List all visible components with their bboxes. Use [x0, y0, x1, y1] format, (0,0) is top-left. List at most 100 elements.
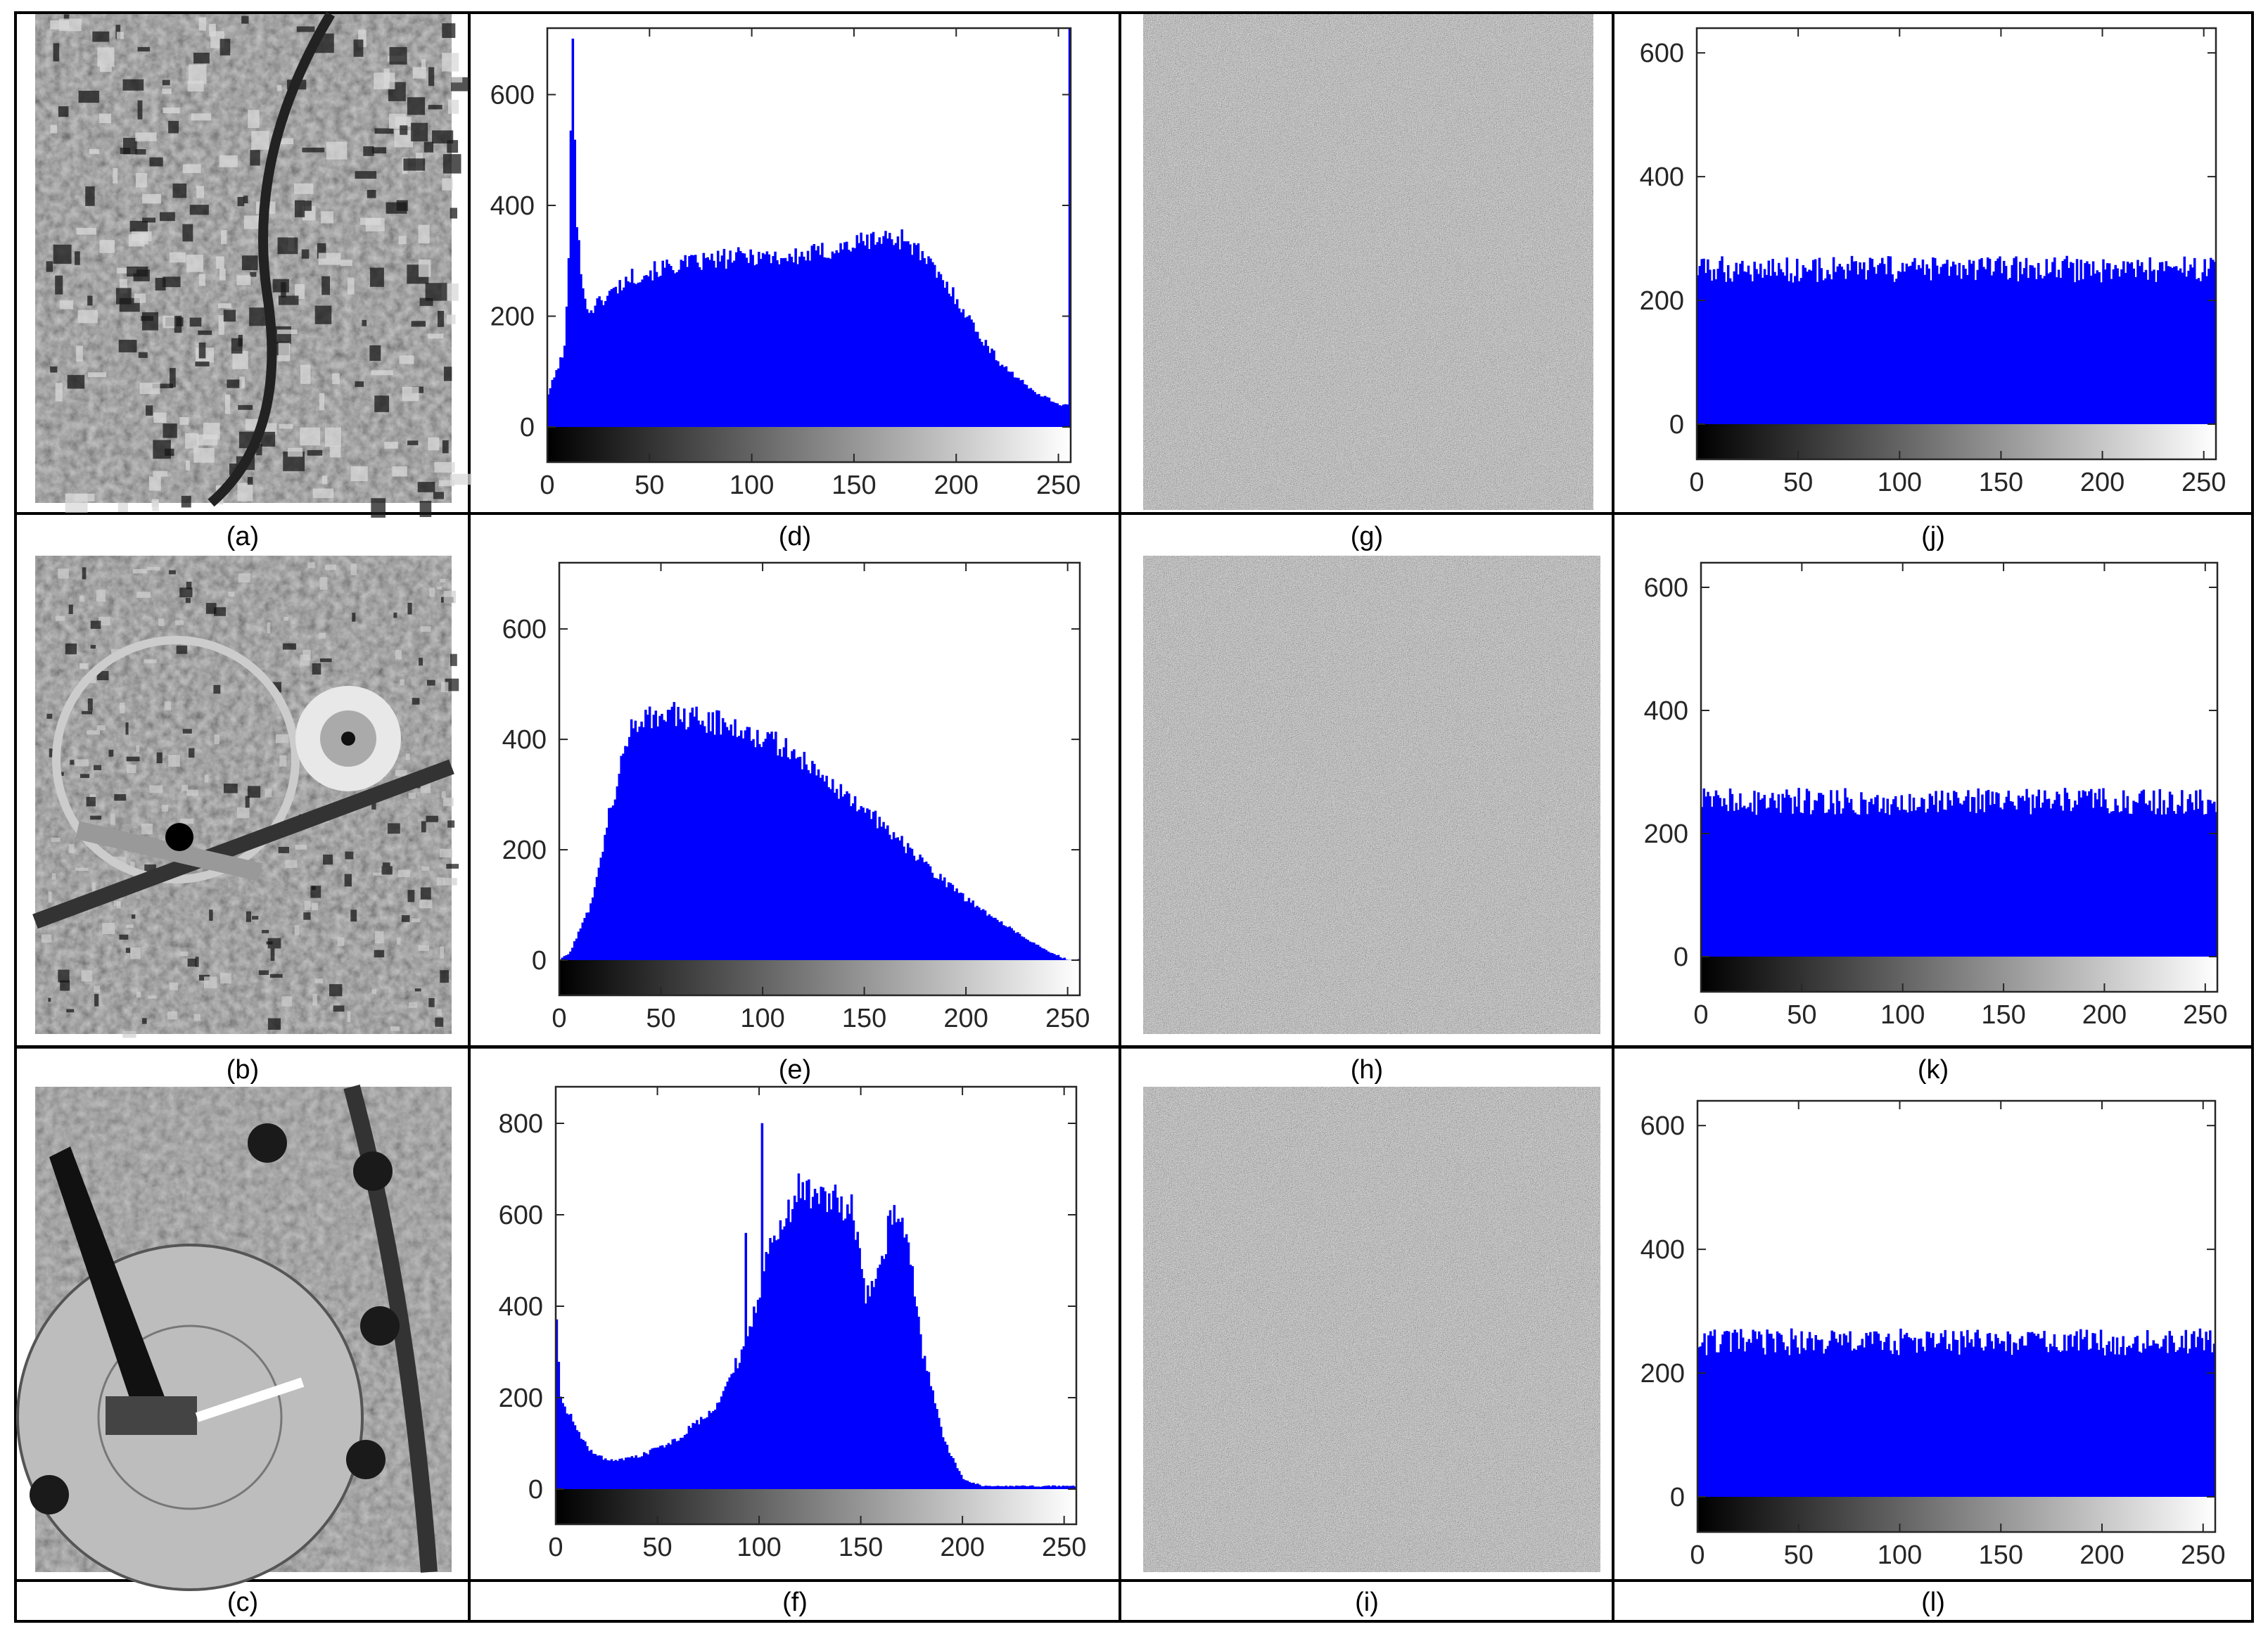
- histogram-l: 0 200 400 600 0 50 100 150 200 250: [1641, 1099, 2225, 1570]
- histogram-e: 0 200 400 600 0 50 100 150 200 250: [502, 561, 1090, 1033]
- axes-frame-e: [558, 561, 1081, 997]
- caption-k: (k): [1918, 1055, 1949, 1085]
- x-tick-label-l-250: 250: [2181, 1540, 2225, 1570]
- y-tick-label-j-200: 200: [1640, 286, 1684, 316]
- y-tick-label-f-600: 600: [499, 1201, 543, 1230]
- aerial-stadium-highway-photo: [32, 556, 459, 1038]
- x-tick-label-e-50: 50: [646, 1004, 675, 1033]
- y-tick-label-l-400: 400: [1641, 1235, 1685, 1265]
- x-tick-label-d-0: 0: [540, 471, 554, 500]
- y-tick-label-f-800: 800: [499, 1109, 543, 1139]
- x-tick-label-l-0: 0: [1690, 1540, 1705, 1570]
- encrypted-noise-image-2: [1143, 556, 1600, 1034]
- y-tick-label-l-0: 0: [1670, 1483, 1685, 1512]
- x-tick-label-l-200: 200: [2079, 1540, 2124, 1570]
- axes-frame-l: [1696, 1099, 2217, 1533]
- encrypted-images: [1143, 14, 1600, 1572]
- caption-g: (g): [1351, 522, 1383, 551]
- histogram-bars-d: [547, 27, 1071, 428]
- x-tick-label-e-200: 200: [943, 1004, 988, 1033]
- y-tick-label-k-0: 0: [1674, 943, 1688, 972]
- grayscale-colorbar-d: [547, 427, 1071, 462]
- caption-j: (j): [1921, 522, 1945, 551]
- x-tick-label-d-100: 100: [730, 471, 774, 500]
- x-tick-label-k-50: 50: [1787, 1000, 1816, 1030]
- grayscale-colorbar-e: [559, 960, 1080, 995]
- grayscale-colorbar-k: [1701, 957, 2217, 992]
- x-tick-label-e-100: 100: [740, 1004, 784, 1033]
- aerial-city-blocks-photo: [35, 11, 472, 518]
- caption-f: (f): [782, 1588, 808, 1617]
- x-tick-label-f-200: 200: [940, 1533, 984, 1562]
- histogram-bars-l: [1697, 1328, 2216, 1498]
- histogram-k: 0 200 400 600 0 50 100 150 200 250: [1644, 561, 2228, 1030]
- y-tick-label-e-600: 600: [502, 615, 547, 644]
- caption-b: (b): [227, 1055, 259, 1085]
- x-tick-label-k-200: 200: [2082, 1000, 2127, 1030]
- y-tick-label-j-0: 0: [1669, 410, 1684, 440]
- histogram-j: 0 200 400 600 0 50 100 150 200 250: [1640, 27, 2226, 497]
- histogram-d: 0 200 400 600 0 50 100 150 200 250: [490, 27, 1081, 500]
- aerial-monument-photo: [16, 1084, 452, 1591]
- axes-frame-d: [546, 27, 1072, 464]
- y-tick-label-d-200: 200: [490, 302, 535, 332]
- grayscale-colorbar-l: [1697, 1497, 2215, 1532]
- y-tick-label-l-200: 200: [1641, 1359, 1685, 1389]
- y-tick-label-f-200: 200: [499, 1384, 543, 1413]
- x-tick-label-j-0: 0: [1689, 468, 1704, 497]
- y-tick-label-k-600: 600: [1644, 573, 1688, 603]
- x-tick-label-e-0: 0: [552, 1004, 566, 1033]
- y-tick-label-f-400: 400: [499, 1292, 543, 1322]
- y-tick-label-j-400: 400: [1640, 162, 1684, 192]
- histograms: 0 200 400 600 0 50 100 150 200 250 0 200 400 600 0 50 10…: [490, 27, 2228, 1570]
- original-images: [16, 11, 472, 1591]
- y-tick-label-d-0: 0: [520, 413, 535, 442]
- caption-c: (c): [227, 1588, 258, 1617]
- histogram-bars-j: [1696, 255, 2217, 425]
- x-tick-label-e-250: 250: [1045, 1004, 1090, 1033]
- y-tick-label-d-400: 400: [490, 191, 535, 221]
- x-tick-label-j-250: 250: [2181, 468, 2226, 497]
- caption-e: (e): [779, 1055, 811, 1085]
- x-tick-label-f-50: 50: [642, 1533, 672, 1562]
- caption-l: (l): [1921, 1588, 1945, 1617]
- histogram-bars-f: [555, 1123, 1077, 1490]
- axes-frame-j: [1695, 27, 2217, 461]
- x-tick-label-j-200: 200: [2080, 468, 2124, 497]
- axes-frame-k: [1700, 561, 2219, 993]
- x-tick-label-f-250: 250: [1042, 1533, 1086, 1562]
- x-tick-label-l-100: 100: [1878, 1540, 1922, 1570]
- x-tick-label-k-100: 100: [1880, 1000, 1925, 1030]
- y-tick-label-d-600: 600: [490, 81, 535, 110]
- x-tick-label-l-150: 150: [1979, 1540, 2023, 1570]
- x-tick-label-f-150: 150: [839, 1533, 883, 1562]
- x-tick-label-k-150: 150: [1981, 1000, 2025, 1030]
- x-tick-label-k-250: 250: [2183, 1000, 2227, 1030]
- y-tick-label-k-200: 200: [1644, 819, 1688, 849]
- x-tick-label-j-50: 50: [1783, 468, 1813, 497]
- x-tick-label-d-50: 50: [635, 471, 664, 500]
- x-tick-label-d-200: 200: [934, 471, 979, 500]
- x-tick-label-d-250: 250: [1036, 471, 1081, 500]
- x-tick-label-k-0: 0: [1693, 1000, 1708, 1030]
- y-tick-label-f-0: 0: [528, 1475, 543, 1505]
- grayscale-colorbar-j: [1697, 424, 2216, 459]
- x-tick-label-j-150: 150: [1979, 468, 2023, 497]
- caption-d: (d): [779, 522, 811, 551]
- histogram-bars-e: [559, 702, 1081, 961]
- encrypted-noise-image-3: [1143, 1087, 1600, 1572]
- x-tick-label-f-100: 100: [737, 1533, 781, 1562]
- caption-h: (h): [1351, 1055, 1383, 1085]
- y-tick-label-e-200: 200: [502, 836, 547, 865]
- encrypted-noise-image-1: [1143, 14, 1593, 510]
- y-tick-label-j-600: 600: [1640, 39, 1684, 68]
- grayscale-colorbar-f: [556, 1489, 1076, 1524]
- histogram-f: 0 200 400 600 800 0 50 100 150 200 250: [499, 1085, 1086, 1562]
- y-tick-label-e-400: 400: [502, 725, 547, 755]
- y-tick-label-e-0: 0: [532, 946, 547, 976]
- caption-a: (a): [227, 522, 259, 551]
- caption-i: (i): [1355, 1588, 1379, 1617]
- x-tick-label-d-150: 150: [832, 471, 876, 500]
- x-tick-label-l-50: 50: [1784, 1540, 1814, 1570]
